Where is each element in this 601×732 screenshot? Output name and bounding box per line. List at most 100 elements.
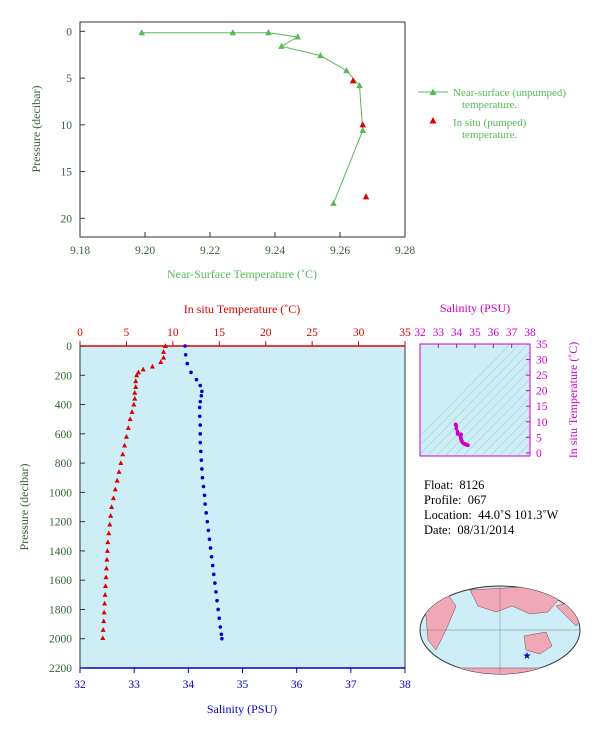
near-surface-point — [330, 199, 337, 206]
ts-contour-line — [426, 351, 530, 456]
temperature-point — [116, 469, 122, 474]
salinity-point — [202, 493, 207, 498]
ts-point — [454, 424, 459, 428]
profile-y-tick-label: 800 — [55, 458, 73, 470]
near-surface-x-tick-label: 9.28 — [395, 245, 415, 257]
temperature-point — [161, 354, 167, 360]
ts-plot-area — [419, 343, 531, 457]
temperature-tick-label: 10 — [167, 327, 179, 339]
profile-y-tick-label: 1000 — [49, 487, 72, 499]
temperature-point — [149, 363, 155, 369]
temperature-point — [162, 343, 168, 348]
ts-contour-line — [471, 397, 530, 456]
temperature-point — [134, 372, 140, 378]
salinity-point — [198, 383, 203, 388]
salinity-point — [217, 616, 222, 621]
temperature-point — [100, 627, 106, 632]
salinity-point — [183, 352, 188, 357]
temperature-tick-label: 20 — [260, 327, 272, 339]
salinity-point — [218, 625, 223, 629]
profile-temperature-axis-label: In situ Temperature (˚C) — [184, 302, 301, 316]
profile-label: Profile: — [424, 493, 462, 507]
profile-y-tick-label: 1600 — [49, 575, 72, 587]
ts-point — [454, 426, 459, 431]
ts-contour-line — [420, 344, 520, 446]
salinity-point — [198, 449, 203, 454]
salinity-point — [198, 432, 203, 436]
profile-y-tick-label: 1800 — [49, 604, 72, 616]
temperature-point — [103, 574, 109, 580]
ts-temperature-tick-label: 30 — [536, 355, 548, 367]
temperature-point — [161, 349, 167, 354]
salinity-point — [209, 554, 214, 559]
temperature-point — [133, 384, 139, 389]
temperature-point — [122, 442, 128, 448]
ts-contour-line — [516, 442, 530, 456]
salinity-point — [204, 511, 209, 515]
salinity-point — [201, 484, 206, 489]
salinity-point — [200, 389, 204, 394]
float-label: Float: — [424, 478, 454, 492]
salinity-point — [200, 467, 204, 471]
temperature-point — [102, 592, 108, 597]
salinity-point — [213, 581, 217, 585]
salinity-point — [194, 377, 199, 382]
salinity-point — [197, 405, 202, 410]
salinity-point — [205, 519, 210, 524]
ts-salinity-tick-label: 36 — [488, 327, 500, 339]
ts-diagram-chart: 32 33 34 35 36 37 38 0 5 10 15 20 25 30 35 Salinity (… — [414, 301, 580, 460]
location-label: Location: — [424, 508, 472, 522]
ts-contour-line — [435, 360, 530, 456]
salinity-point — [214, 590, 218, 594]
near-surface-point — [265, 29, 272, 36]
temperature-point — [132, 390, 138, 395]
near-surface-y-tick-label: 15 — [61, 167, 73, 179]
salinity-point — [198, 399, 203, 404]
profile-y-tick-label: 200 — [55, 370, 73, 382]
salinity-point — [199, 393, 204, 398]
profile-value: 067 — [467, 493, 487, 507]
ts-temperature-tick-label: 10 — [536, 417, 548, 429]
ts-temperature-axis-label: In situ Temperature (˚C) — [566, 342, 580, 459]
ts-salinity-tick-label: 35 — [469, 327, 481, 339]
temperature-tick-label: 0 — [77, 327, 83, 339]
near-surface-point — [317, 52, 324, 59]
salinity-point — [215, 598, 219, 603]
float-location-star-icon: ★ — [523, 651, 532, 662]
salinity-point — [216, 607, 220, 612]
temperature-point — [135, 369, 142, 375]
legend-marker-in-situ — [429, 117, 437, 124]
ts-temperature-tick-label: 35 — [536, 339, 548, 351]
ts-point — [466, 443, 470, 448]
near-surface-point — [278, 42, 285, 49]
temperature-point — [131, 401, 137, 407]
ts-salinity-tick-label: 38 — [524, 327, 536, 339]
profile-y-tick-label: 1200 — [49, 517, 72, 529]
date-row: Date: 08/31/2014 — [424, 523, 558, 538]
profile-chart: 0 5 10 15 20 25 30 35 32 33 34 35 36 37 38 0 200 400 600… — [17, 302, 411, 716]
near-surface-x-tick-label: 9.20 — [135, 245, 155, 257]
temperature-point — [158, 359, 164, 365]
temperature-point — [110, 495, 116, 501]
temperature-point — [125, 425, 131, 430]
ts-salinity-tick-label: 33 — [433, 327, 445, 339]
temperature-tick-label: 25 — [306, 327, 318, 339]
ts-contour-line — [444, 369, 530, 456]
temperature-point — [104, 556, 110, 562]
legend-label-in-situ-2: temperature. — [462, 129, 518, 141]
ts-contour-line — [489, 415, 530, 456]
temperature-point — [103, 565, 109, 571]
temperature-point — [103, 583, 109, 588]
temperature-point — [133, 378, 139, 384]
salinity-point — [189, 370, 193, 375]
near-surface-x-tick-label: 9.18 — [70, 245, 90, 257]
in-situ-point — [349, 77, 357, 84]
temperature-tick-label: 35 — [399, 327, 411, 339]
ts-temperature-tick-label: 0 — [536, 448, 542, 460]
near-surface-y-tick-label: 20 — [61, 213, 73, 225]
legend-marker-near-surface — [429, 88, 437, 95]
temperature-point — [101, 618, 107, 624]
near-surface-point — [359, 126, 366, 133]
salinity-point — [208, 546, 213, 550]
temperature-point — [123, 433, 129, 439]
